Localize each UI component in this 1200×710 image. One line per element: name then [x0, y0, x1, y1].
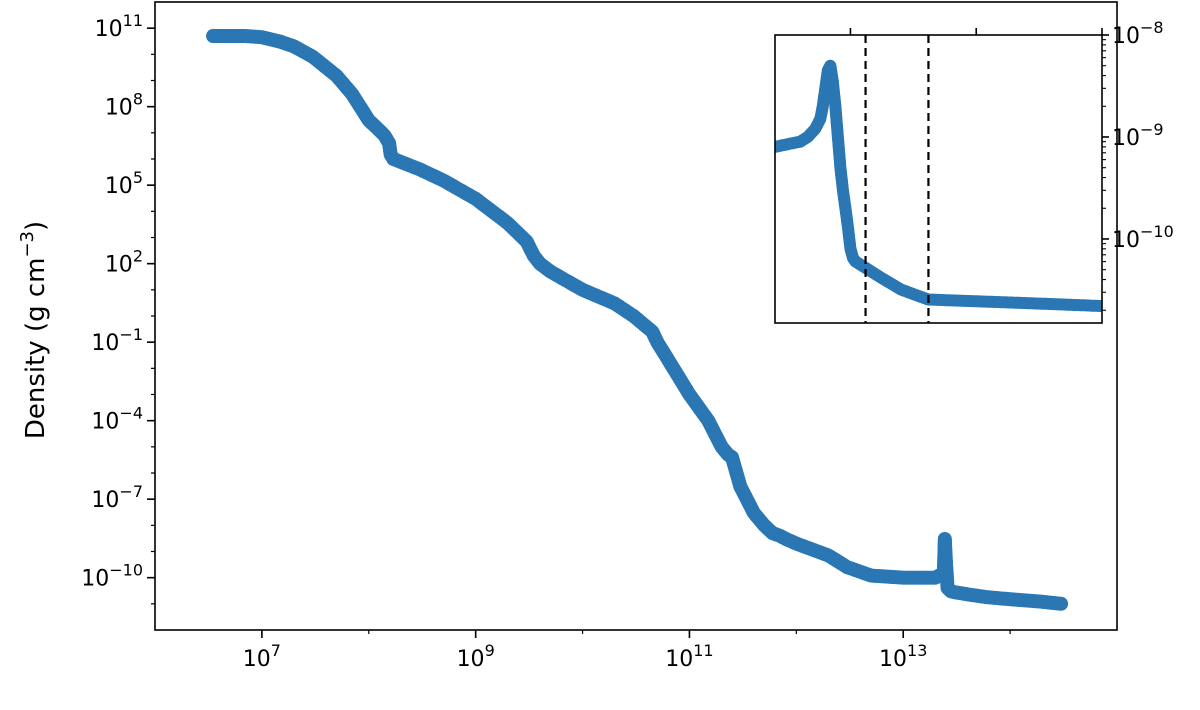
inset-y-tick-base: 10: [1112, 126, 1140, 151]
y-tick-base: 10: [95, 17, 123, 42]
main-series: [206, 29, 1069, 611]
y-axis-title: Density (g cm−3): [17, 221, 51, 439]
inset-y-tick-exp: −10: [1140, 222, 1174, 241]
y-tick-label: 102: [105, 247, 143, 278]
y-tick-base: 10: [105, 174, 133, 199]
x-tick-label: 1011: [665, 641, 713, 672]
y-tick-exp: 8: [133, 90, 143, 109]
y-tick-base: 10: [81, 567, 109, 592]
y-tick-exp: −10: [109, 561, 143, 580]
y-tick-label: 10−1: [91, 325, 143, 356]
data-point: [206, 29, 221, 43]
inset-series: [775, 59, 1102, 312]
y-tick-base: 10: [105, 96, 133, 121]
inset-plot: 10−810−910−10: [774, 18, 1174, 324]
y-tick-label: 105: [105, 168, 143, 199]
y-tick-exp: −7: [119, 482, 143, 501]
y-tick-base: 10: [91, 488, 119, 513]
inset-axes-frame: [774, 34, 1103, 324]
main-plot: 107 109 1011 1013101110810510210−110−410−71…: [17, 1, 1118, 672]
y-tick-base: 10: [91, 410, 119, 435]
y-tick-exp: 2: [133, 247, 143, 266]
y-tick-label: 1011: [95, 11, 143, 42]
y-tick-base: 10: [105, 253, 133, 278]
y-tick-exp: −4: [119, 404, 143, 423]
x-tick-label: 107: [243, 641, 281, 672]
y-tick-label: 10−7: [91, 482, 143, 513]
x-tick-label: 109: [457, 641, 495, 672]
inset-y-tick-exp: −9: [1140, 120, 1164, 139]
x-tick-exp: 9: [485, 641, 495, 660]
x-tick-base: 10: [665, 647, 693, 672]
y-axis-title-main: Density (g cm: [21, 258, 51, 440]
x-tick-exp: 13: [907, 641, 927, 660]
y-axis-title-close: ): [21, 221, 51, 231]
inset-y-tick-label: 10−8: [1112, 18, 1164, 49]
y-tick-base: 10: [91, 331, 119, 356]
y-tick-exp: −1: [119, 325, 143, 344]
x-tick-base: 10: [879, 647, 907, 672]
inset-data-point: [1096, 300, 1102, 312]
inset-y-tick-exp: −8: [1140, 18, 1164, 37]
inset-y-tick-base: 10: [1112, 228, 1140, 253]
y-tick-exp: 5: [133, 168, 143, 187]
inset-y-tick-label: 10−9: [1112, 120, 1164, 151]
x-tick-base: 10: [457, 647, 485, 672]
y-tick-label: 10−10: [81, 561, 143, 592]
data-point: [238, 29, 253, 43]
data-point: [222, 29, 237, 43]
inset-y-tick-base: 10: [1112, 24, 1140, 49]
y-tick-exp: 11: [123, 11, 143, 30]
x-tick-exp: 7: [271, 641, 281, 660]
data-point: [1054, 596, 1069, 611]
x-tick-exp: 11: [693, 641, 713, 660]
y-tick-label: 108: [105, 90, 143, 121]
y-tick-label: 10−4: [91, 404, 143, 435]
x-tick-label: 1013: [879, 641, 927, 672]
y-axis-title-exp: −3: [17, 231, 38, 258]
inset-y-tick-label: 10−10: [1112, 222, 1174, 253]
x-tick-base: 10: [243, 647, 271, 672]
